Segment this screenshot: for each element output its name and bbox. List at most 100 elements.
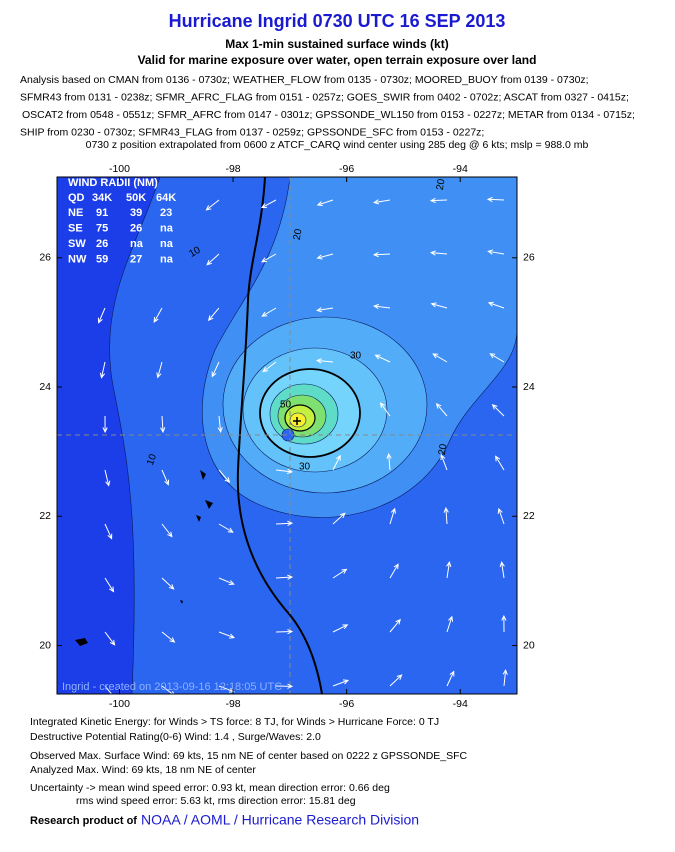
wind-arrow — [489, 353, 505, 363]
wind-arrow — [275, 520, 294, 527]
analysis-line: Analysis based on CMAN from 0136 - 0730z… — [20, 74, 589, 86]
wind-arrow — [275, 629, 294, 635]
footer-line: Integrated Kinetic Energy: for Winds > T… — [30, 716, 439, 728]
y-tick-label: 24 — [39, 381, 51, 393]
wind-arrow — [99, 361, 106, 379]
radii-cell: na — [160, 222, 174, 234]
wind-arrow — [332, 679, 350, 687]
radii-cell: NE — [68, 207, 83, 219]
wind-arrow — [104, 523, 113, 540]
wind-arrow — [160, 415, 166, 434]
wind-field: 20 20 30 30 50 20 10 10 — [57, 177, 517, 694]
radii-cell: 91 — [96, 207, 108, 219]
footer: Integrated Kinetic Energy: for Winds > T… — [30, 716, 468, 807]
links[interactable]: NOAA / AOML / Hurricane Research Divisio… — [141, 812, 419, 828]
wind-arrow — [487, 249, 505, 255]
wind-arrow — [161, 631, 176, 643]
wind-arrow — [161, 577, 175, 590]
wind-radii-table: WIND RADII (NM) QD 34K 50K 64K NE 91 39 23 SE 75 26… — [68, 177, 176, 266]
wind-arrow — [332, 568, 348, 579]
contour-label: 50 — [280, 400, 292, 411]
radii-cell: 75 — [96, 222, 108, 234]
axes: -100 -100 -98 -98 -96 -96 -94 -94 26 26 24 24 22 22 20… — [39, 163, 535, 710]
wind-arrow — [386, 452, 392, 471]
wind-arrow — [379, 402, 391, 417]
wind-arrow — [389, 507, 396, 525]
wind-arrow — [156, 361, 163, 379]
title: Hurricane Ingrid 0730 UTC 16 SEP 2013 — [169, 11, 506, 31]
wind-vectors — [97, 196, 508, 694]
y-tick-label: 22 — [523, 510, 535, 522]
radii-header: 50K — [126, 192, 146, 204]
wind-arrow — [218, 469, 231, 484]
y-tick-label: 24 — [523, 381, 535, 393]
x-tick-label: -94 — [453, 163, 468, 175]
wind-arrow — [430, 302, 448, 309]
footer-line: Destructive Potential Rating(0-6) Wind: … — [30, 731, 321, 743]
subtitle: Max 1-min sustained surface winds (kt) — [225, 37, 448, 51]
y-tick-label: 22 — [39, 510, 51, 522]
contour-label: 20 — [435, 178, 448, 191]
credit: Ingrid - created on 2013-09-16 12:18:05 … — [62, 681, 282, 693]
wind-arrow — [218, 523, 234, 533]
wind-arrow — [260, 253, 277, 263]
wind-arrow — [153, 307, 163, 323]
wind-arrow — [446, 615, 454, 633]
x-tick-label: -96 — [339, 163, 354, 175]
wind-arrow — [389, 618, 401, 633]
radii-cell: SW — [68, 238, 86, 250]
wind-arrow — [315, 358, 334, 364]
wind-arrow — [104, 469, 111, 487]
radii-cell: 59 — [96, 253, 108, 265]
footer-line: rms wind speed error: 5.63 kt, rms direc… — [76, 795, 356, 807]
map-frame — [56, 176, 518, 695]
analysis-line: SFMR43 from 0131 - 0238z; SFMR_AFRC_FLAG… — [20, 91, 629, 103]
radii-cell: na — [130, 238, 144, 250]
wind-arrow — [275, 574, 294, 580]
wind-arrow — [372, 303, 391, 310]
y-tick-label: 20 — [39, 639, 51, 651]
wind-arrow — [429, 197, 448, 204]
wind-arrow — [487, 301, 505, 309]
wind-arrow — [432, 353, 448, 363]
radii-cell: SE — [68, 222, 83, 234]
wind-arrow — [499, 561, 505, 579]
radii-cell: na — [160, 253, 174, 265]
y-tick-label: 26 — [523, 252, 535, 264]
subtitle: Valid for marine exposure over water, op… — [138, 53, 537, 67]
wind-arrow — [217, 415, 223, 434]
footer-line: Observed Max. Surface Wind: 69 kts, 15 n… — [30, 750, 468, 762]
contour-label: 30 — [299, 462, 311, 473]
wind-arrow — [429, 250, 448, 256]
radii-header: 64K — [156, 192, 176, 204]
wind-arrow — [104, 685, 115, 694]
wind-arrow — [205, 199, 220, 211]
wind-arrow — [218, 685, 236, 693]
wind-arrow — [486, 196, 505, 203]
wind-arrow — [316, 307, 334, 313]
wind-arrow — [275, 468, 294, 474]
contour-label: 30 — [350, 351, 362, 362]
wind-arrow — [374, 354, 391, 363]
wind-arrow — [161, 685, 175, 694]
radii-cell: NW — [68, 253, 87, 265]
wind-arrow — [440, 453, 448, 471]
wind-arrow — [206, 253, 220, 266]
wind-arrow — [207, 307, 220, 322]
wind-arrow — [211, 361, 220, 378]
radii-cell: 27 — [130, 253, 142, 265]
wind-arrow — [389, 674, 403, 687]
x-tick-label: -100 — [109, 698, 130, 710]
wind-arrow — [495, 455, 505, 471]
wind-arrow — [316, 199, 334, 207]
x-tick-label: -96 — [339, 698, 354, 710]
contour-label: 20 — [437, 443, 450, 456]
y-tick-label: 26 — [39, 252, 51, 264]
wind-arrow — [446, 670, 455, 687]
wind-arrow — [97, 307, 106, 324]
radii-cell: 26 — [130, 222, 142, 234]
x-tick-label: -100 — [109, 163, 130, 175]
wind-arrow — [275, 683, 294, 689]
